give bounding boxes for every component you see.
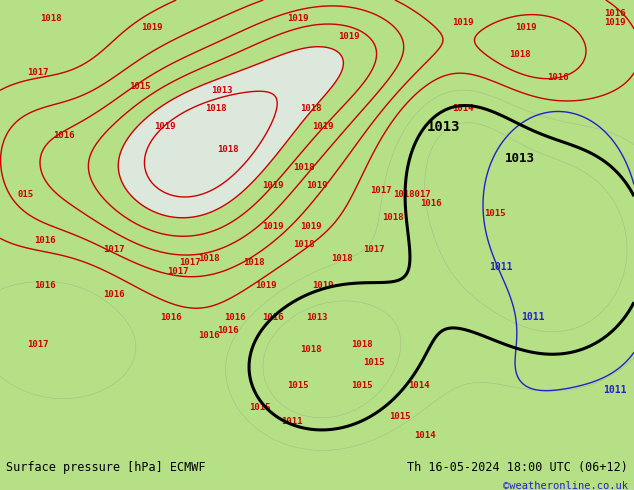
Text: 1019: 1019 <box>515 23 537 32</box>
Text: 1015: 1015 <box>351 381 372 390</box>
Text: 1018: 1018 <box>198 254 220 263</box>
Text: 1016: 1016 <box>420 199 442 208</box>
Text: 1011: 1011 <box>521 312 545 322</box>
Text: 1016: 1016 <box>53 131 74 141</box>
Text: 1016: 1016 <box>262 313 283 322</box>
Text: 1018: 1018 <box>294 240 315 249</box>
Text: 1015: 1015 <box>287 381 309 390</box>
Text: 1016: 1016 <box>160 313 182 322</box>
Text: 1015: 1015 <box>129 82 150 91</box>
Text: 1017: 1017 <box>363 245 385 254</box>
Text: 1019: 1019 <box>452 18 474 27</box>
Text: 1014: 1014 <box>408 381 429 390</box>
Text: 1018: 1018 <box>300 104 321 113</box>
Text: 1018: 1018 <box>243 258 264 268</box>
Text: 1019: 1019 <box>338 32 359 41</box>
Text: 1018017: 1018017 <box>393 191 431 199</box>
Text: 1015: 1015 <box>363 358 385 367</box>
Text: 1013: 1013 <box>427 120 460 134</box>
Text: 1017: 1017 <box>167 268 188 276</box>
Text: 1019: 1019 <box>313 122 334 131</box>
Text: 1016: 1016 <box>224 313 245 322</box>
Text: 1016: 1016 <box>34 236 55 245</box>
Text: 1014: 1014 <box>452 104 474 113</box>
Text: 1013: 1013 <box>306 313 328 322</box>
Text: 1018: 1018 <box>40 14 61 23</box>
Text: 1019: 1019 <box>262 222 283 231</box>
Text: 1011: 1011 <box>603 385 627 395</box>
Text: 1016: 1016 <box>604 9 626 18</box>
Text: 1016: 1016 <box>103 290 125 299</box>
Text: 1015: 1015 <box>389 413 410 421</box>
Text: 1017: 1017 <box>27 340 49 349</box>
Text: 1018: 1018 <box>509 50 531 59</box>
Text: 1017: 1017 <box>27 68 49 77</box>
Text: Surface pressure [hPa] ECMWF: Surface pressure [hPa] ECMWF <box>6 462 206 474</box>
Text: ©weatheronline.co.uk: ©weatheronline.co.uk <box>503 481 628 490</box>
Text: 1019: 1019 <box>256 281 277 290</box>
Text: 1019: 1019 <box>300 222 321 231</box>
Text: 1019: 1019 <box>262 181 283 190</box>
Text: 1011: 1011 <box>489 263 513 272</box>
Text: 1014: 1014 <box>414 431 436 440</box>
Text: 1016: 1016 <box>547 73 569 81</box>
Text: 015: 015 <box>17 191 34 199</box>
Text: 1011: 1011 <box>281 417 302 426</box>
Text: 1016: 1016 <box>198 331 220 340</box>
Text: 1018: 1018 <box>205 104 226 113</box>
Text: 1018: 1018 <box>294 163 315 172</box>
Text: 1016: 1016 <box>217 326 239 335</box>
Text: 1019: 1019 <box>154 122 176 131</box>
Text: 1015: 1015 <box>249 403 271 413</box>
Text: 1017: 1017 <box>103 245 125 254</box>
Text: Th 16-05-2024 18:00 UTC (06+12): Th 16-05-2024 18:00 UTC (06+12) <box>407 462 628 474</box>
Text: 1013: 1013 <box>505 152 535 165</box>
Text: 1019: 1019 <box>306 181 328 190</box>
Text: 1017: 1017 <box>179 258 201 268</box>
Text: 1019: 1019 <box>287 14 309 23</box>
Text: 1018: 1018 <box>300 344 321 353</box>
Text: 1018: 1018 <box>382 213 404 222</box>
Text: 1016: 1016 <box>34 281 55 290</box>
Text: 1019: 1019 <box>604 18 626 27</box>
Text: 1019: 1019 <box>313 281 334 290</box>
Text: 1015: 1015 <box>484 209 505 218</box>
Text: 1013: 1013 <box>211 86 233 95</box>
Text: 1018: 1018 <box>332 254 353 263</box>
Text: 1017: 1017 <box>370 186 391 195</box>
Text: 1018: 1018 <box>351 340 372 349</box>
Text: 1018: 1018 <box>217 145 239 154</box>
Text: 1019: 1019 <box>141 23 163 32</box>
